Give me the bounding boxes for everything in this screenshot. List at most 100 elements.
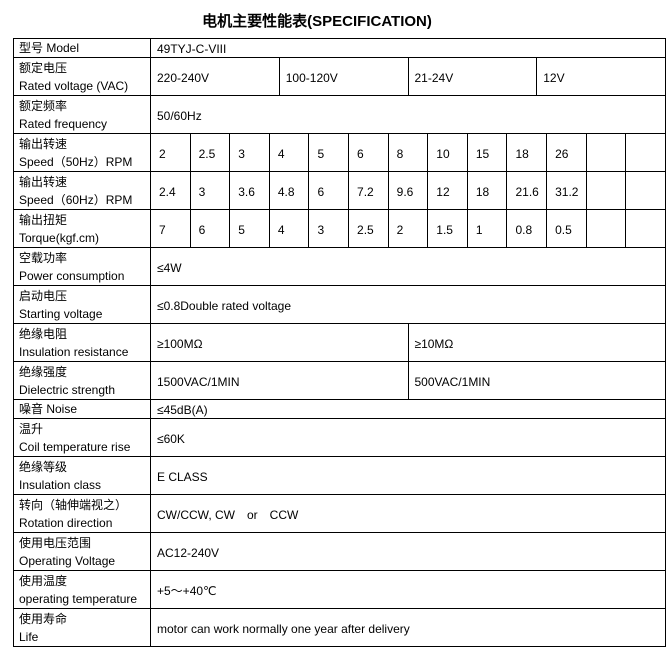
label-line: 使用温度 — [19, 574, 68, 588]
label-line: Rotation direction — [19, 516, 113, 530]
row-label: 额定频率 Rated frequency — [14, 96, 151, 133]
row-label: 使用寿命 Life — [14, 609, 151, 646]
label-line: 温升 — [19, 422, 44, 436]
label-line: Insulation resistance — [19, 345, 129, 359]
empty-cell — [587, 210, 627, 247]
value-cell: 1 — [468, 210, 508, 247]
row-label: 绝缘强度 Dielectric strength — [14, 362, 151, 399]
value-cell: 50/60Hz — [151, 96, 666, 133]
spec-row: 输出转速 Speed（50Hz）RPM 2 2.5 3 4 5 6 8 10 15 18 26 — [14, 134, 666, 172]
row-label: 型号 Model — [14, 39, 151, 57]
value-cell: 18 — [507, 134, 548, 171]
row-label: 转向（轴伸端视之） Rotation direction — [14, 495, 151, 532]
value-cell: 12 — [428, 172, 468, 209]
value-cell: ≤45dB(A) — [151, 400, 666, 418]
value-cell: 1.5 — [428, 210, 468, 247]
spec-row: 额定频率 Rated frequency 50/60Hz — [14, 96, 666, 134]
value-cell: CW/CCW, CW or CCW — [151, 495, 666, 532]
value-cell: 8 — [389, 134, 429, 171]
row-label: 启动电压 Starting voltage — [14, 286, 151, 323]
value-cell: 5 — [309, 134, 350, 171]
value-cell: 7 — [151, 210, 191, 247]
value-cell: 2 — [389, 210, 429, 247]
row-label: 额定电压 Rated voltage (VAC) — [14, 58, 151, 95]
row-label: 空载功率 Power consumption — [14, 248, 151, 285]
label-line: Speed（50Hz）RPM — [19, 155, 133, 169]
value-cell: 0.8 — [507, 210, 548, 247]
spec-row: 空载功率 Power consumption ≤4W — [14, 248, 666, 286]
label-line: 噪音 Noise — [19, 402, 78, 416]
value-cell: 6 — [309, 172, 350, 209]
value-cell: 100-120V — [280, 58, 409, 95]
spec-row: 启动电压 Starting voltage ≤0.8Double rated vol… — [14, 286, 666, 324]
empty-cell — [587, 134, 627, 171]
value-cell: 3.6 — [230, 172, 270, 209]
label-line: Torque(kgf.cm) — [19, 231, 100, 245]
label-line: Speed（60Hz）RPM — [19, 193, 133, 207]
value-cell: 9.6 — [389, 172, 429, 209]
value-cell: 26 — [547, 134, 587, 171]
value-cell: 2.5 — [349, 210, 389, 247]
value-cell: 2.5 — [191, 134, 231, 171]
value-cell: 12V — [537, 58, 666, 95]
label-line: Rated voltage (VAC) — [19, 79, 129, 93]
label-line: 使用寿命 — [19, 612, 68, 626]
value-cell: 15 — [468, 134, 508, 171]
row-label: 使用温度 operating temperature — [14, 571, 151, 608]
label-line: Operating Voltage — [19, 554, 116, 568]
value-cell: ≤60K — [151, 419, 666, 456]
empty-cell — [626, 134, 666, 171]
value-cell: 500VAC/1MIN — [409, 362, 666, 399]
spec-table: 型号 Model 49TYJ-C-VIII 额定电压 Rated voltage (V… — [13, 38, 666, 647]
value-cell: 49TYJ-C-VIII — [151, 39, 666, 57]
value-cell: 3 — [309, 210, 350, 247]
value-cell: 4 — [270, 134, 310, 171]
value-cell: 0.5 — [547, 210, 587, 247]
row-label: 使用电压范围 Operating Voltage — [14, 533, 151, 570]
label-line: 输出扭矩 — [19, 213, 68, 227]
value-cell: 3 — [191, 172, 231, 209]
value-cell: 21-24V — [409, 58, 538, 95]
value-cell: 220-240V — [151, 58, 280, 95]
label-line: Dielectric strength — [19, 383, 116, 397]
spec-row: 使用电压范围 Operating Voltage AC12-240V — [14, 533, 666, 571]
empty-cell — [626, 172, 666, 209]
label-line: 额定频率 — [19, 99, 68, 113]
value-cell: 6 — [349, 134, 389, 171]
empty-cell — [587, 172, 627, 209]
value-cell: ≤0.8Double rated voltage — [151, 286, 666, 323]
value-cell: ≥100MΩ — [151, 324, 409, 361]
value-cell: 31.2 — [547, 172, 587, 209]
spec-row: 转向（轴伸端视之） Rotation direction CW/CCW, CW or… — [14, 495, 666, 533]
row-label: 绝缘电阻 Insulation resistance — [14, 324, 151, 361]
value-cell: 2.4 — [151, 172, 191, 209]
value-cell: +5～+40℃ — [151, 571, 666, 608]
label-line: 使用电压范围 — [19, 536, 92, 550]
label-line: Life — [19, 630, 39, 644]
spec-row: 使用温度 operating temperature +5～+40℃ — [14, 571, 666, 609]
value-cell: 7.2 — [349, 172, 389, 209]
spec-row: 使用寿命 Life motor can work normally one year… — [14, 609, 666, 647]
spec-row: 绝缘电阻 Insulation resistance ≥100MΩ ≥10MΩ — [14, 324, 666, 362]
value-cell: 3 — [230, 134, 270, 171]
label-line: 空载功率 — [19, 251, 68, 265]
label-line: 输出转速 — [19, 175, 68, 189]
value-cell: 1500VAC/1MIN — [151, 362, 409, 399]
value-cell: 4.8 — [270, 172, 310, 209]
spec-row: 型号 Model 49TYJ-C-VIII — [14, 39, 666, 58]
label-line: 型号 Model — [19, 41, 80, 55]
row-label: 输出转速 Speed（60Hz）RPM — [14, 172, 151, 209]
label-line: Rated frequency — [19, 117, 108, 131]
spec-row: 输出转速 Speed（60Hz）RPM 2.4 3 3.6 4.8 6 7.2 9.6 12 18 2… — [14, 172, 666, 210]
label-line: 绝缘强度 — [19, 365, 68, 379]
value-cell: 6 — [191, 210, 231, 247]
value-cell: 5 — [230, 210, 270, 247]
spec-row: 绝缘等级 Insulation class E CLASS — [14, 457, 666, 495]
row-label: 绝缘等级 Insulation class — [14, 457, 151, 494]
value-cell: 21.6 — [507, 172, 548, 209]
label-line: Power consumption — [19, 269, 125, 283]
spec-row: 温升 Coil temperature rise ≤60K — [14, 419, 666, 457]
label-line: 额定电压 — [19, 61, 68, 75]
spec-row: 额定电压 Rated voltage (VAC) 220-240V 100-120V 2… — [14, 58, 666, 96]
value-cell: 4 — [270, 210, 310, 247]
